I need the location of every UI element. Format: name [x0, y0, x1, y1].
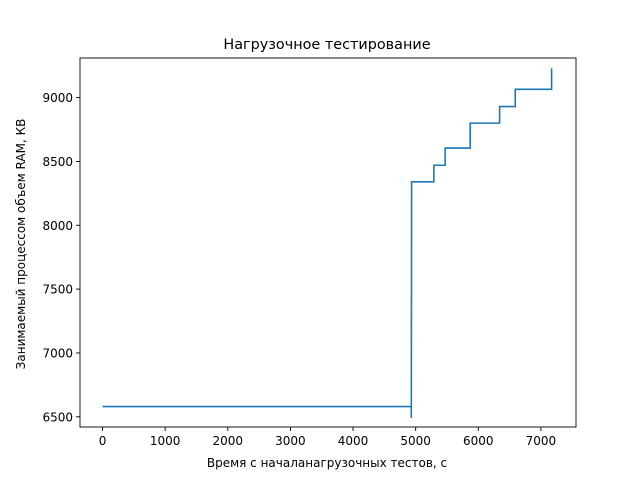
series-line-0 — [102, 68, 553, 419]
x-tick-label: 7000 — [526, 434, 557, 448]
y-tick-label: 6500 — [42, 410, 73, 424]
x-tick-label: 1000 — [150, 434, 181, 448]
x-tick-label: 0 — [99, 434, 107, 448]
y-tick-label: 8500 — [42, 155, 73, 169]
y-axis-label: Занимаемый процессом объем RAM, КВ — [14, 119, 28, 370]
y-tick-label: 7500 — [42, 283, 73, 297]
x-tick-label: 5000 — [400, 434, 431, 448]
x-tick-label: 4000 — [338, 434, 369, 448]
plot-layer — [102, 68, 553, 419]
x-axis-label: Время с началанагрузочных тестов, с — [207, 456, 447, 470]
ticks-layer: 0 1000 2000 3000 4000 5000 6000 7000 6500 7000 750… — [42, 91, 556, 448]
y-axis-label-group: Занимаемый процессом объем RAM, КВ — [14, 119, 28, 370]
x-tick-label: 3000 — [275, 434, 306, 448]
y-tick-label: 8000 — [42, 219, 73, 233]
x-tick-label: 6000 — [463, 434, 494, 448]
chart-title: Нагрузочное тестирование — [223, 37, 430, 53]
plot-frame — [79, 57, 577, 428]
y-tick-label: 7000 — [42, 346, 73, 360]
y-tick-label: 9000 — [42, 91, 73, 105]
x-tick-label: 2000 — [213, 434, 244, 448]
